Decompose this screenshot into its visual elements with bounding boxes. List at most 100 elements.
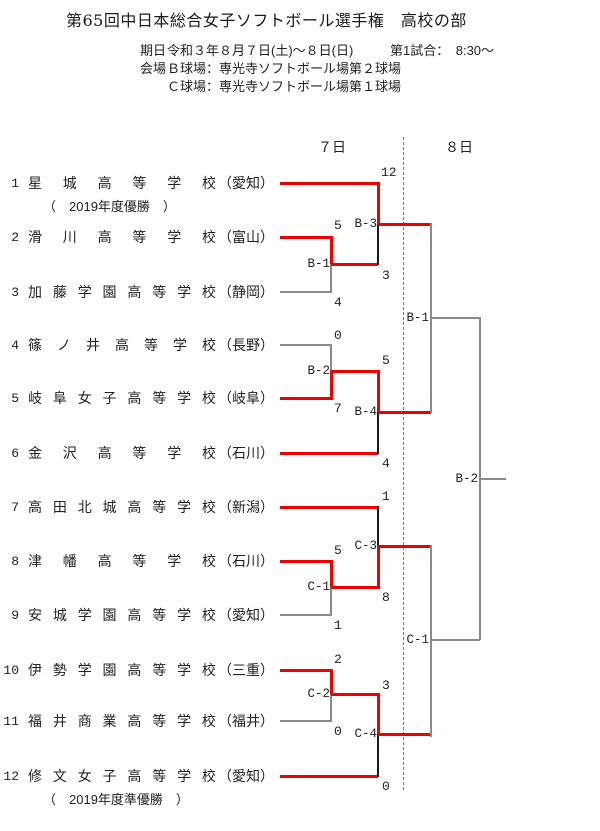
team-seed-number: 1: [11, 175, 19, 191]
line-c3-bottom: [377, 545, 380, 589]
team-name: 金沢高等学校: [28, 445, 216, 461]
line-c3-winner: [378, 545, 431, 548]
day8-label: ８日: [445, 139, 473, 155]
line-team6-entry: [280, 452, 378, 455]
team-row: 7 高田北城高等学校（新潟）: [3, 496, 274, 518]
team-seed-number: 3: [11, 284, 19, 300]
team-note-2019-runnerup: （ 2019年度準優勝 ）: [43, 792, 189, 807]
line-day8-b1-winner: [431, 317, 480, 319]
team-prefecture: （岐阜）: [218, 390, 274, 406]
score-c4-top: 3: [382, 678, 390, 693]
line-c4-bottom: [377, 734, 379, 777]
line-c2-winner: [331, 693, 378, 696]
first-game-time: 第1試合： 8:30～: [390, 43, 495, 58]
venue-b: Ｂ球場：専光寺ソフトボール場第２球場: [167, 61, 402, 76]
team-row: 8 津幡高等学校（石川）: [3, 550, 274, 572]
score-b1-bottom: 4: [334, 295, 342, 310]
match-label-c4: C-4: [354, 727, 377, 741]
score-c1-bottom: 1: [334, 618, 342, 633]
team-name: 高田北城高等学校: [28, 499, 216, 515]
line-team3-entry: [280, 291, 331, 293]
line-team9-entry: [280, 614, 331, 616]
line-b3-bottom: [377, 224, 379, 265]
line-day8-c1-winner: [431, 639, 480, 641]
team-name: 加藤学園高等学校: [28, 284, 216, 300]
tournament-bracket: ７日 ８日 1 星城高等学校（愛知） 2 滑川高等学校（富山） 3 加藤学園高等学校（…: [0, 130, 600, 831]
team-seed-number: 9: [11, 607, 19, 623]
score-b1-top: 5: [334, 218, 342, 233]
team-row: 10 伊勢学園高等学校（三重）: [3, 659, 274, 681]
score-b3-top: 12: [381, 165, 397, 180]
line-team7-entry: [280, 506, 378, 509]
line-c1-winner: [331, 586, 378, 589]
team-prefecture: （三重）: [218, 662, 274, 678]
score-c2-bottom: 0: [334, 724, 342, 739]
line-c4-winner: [378, 733, 431, 736]
team-prefecture: （富山）: [218, 229, 274, 245]
team-seed-number: 8: [11, 553, 19, 569]
score-b2-top: 0: [334, 328, 342, 343]
line-day8-c1-bracket: [430, 545, 432, 737]
match-label-final-b2: B-2: [455, 472, 478, 486]
team-row: 3 加藤学園高等学校（静岡）: [3, 281, 274, 303]
line-b3-top: [377, 182, 380, 226]
team-note-2019-champion: （ 2019年度優勝 ）: [43, 199, 176, 214]
match-label-b1: B-1: [307, 257, 330, 271]
line-c2-top: [330, 669, 333, 696]
date-label: 期日: [140, 43, 167, 58]
match-label-c3: C-3: [354, 539, 377, 553]
line-team1-entry: [280, 182, 378, 185]
team-prefecture: （新潟）: [218, 499, 274, 515]
match-label-b3: B-3: [354, 217, 377, 231]
match-label-b4: B-4: [354, 405, 377, 419]
line-b4-bottom: [377, 412, 379, 454]
team-prefecture: （石川）: [218, 553, 274, 569]
score-b3-bottom: 3: [382, 268, 390, 283]
line-team5-entry: [280, 397, 331, 400]
line-team10-entry: [280, 669, 331, 672]
team-name: 滑川高等学校: [28, 229, 216, 245]
team-seed-number: 7: [11, 499, 19, 515]
line-b2-top: [330, 344, 332, 372]
line-c3-top: [377, 506, 379, 547]
line-b3-winner: [378, 223, 431, 226]
team-name: 岐阜女子高等学校: [28, 390, 216, 406]
line-b4-winner: [378, 411, 431, 414]
line-b1-top: [330, 236, 333, 266]
score-b4-bottom: 4: [382, 456, 390, 471]
day7-label: ７日: [318, 139, 346, 155]
score-b4-top: 5: [382, 353, 390, 368]
line-b4-top: [377, 370, 380, 414]
team-name: 安城学園高等学校: [28, 607, 216, 623]
line-c4-top: [377, 693, 380, 736]
team-name: 福井商業高等学校: [28, 713, 216, 729]
team-name: 星城高等学校: [28, 175, 216, 191]
team-row: 12 修文女子高等学校（愛知）: [3, 765, 274, 787]
team-prefecture: （愛知）: [218, 768, 274, 784]
team-name: 篠ノ井高等学校: [28, 337, 216, 353]
line-b1-bottom: [330, 264, 332, 293]
team-name: 津幡高等学校: [28, 553, 216, 569]
line-c2-bottom: [330, 694, 332, 722]
team-prefecture: （静岡）: [218, 284, 274, 300]
score-c4-bottom: 0: [382, 779, 390, 794]
team-prefecture: （愛知）: [218, 607, 274, 623]
team-prefecture: （愛知）: [218, 175, 274, 191]
score-c3-top: 1: [382, 489, 390, 504]
score-c3-bottom: 8: [382, 590, 390, 605]
team-seed-number: 6: [11, 445, 19, 461]
team-row: 4 篠ノ井高等学校（長野）: [3, 334, 274, 356]
team-row: 2 滑川高等学校（富山）: [3, 226, 274, 248]
venue-label: 会場: [140, 61, 167, 76]
line-b1-winner: [331, 263, 378, 266]
team-seed-number: 12: [3, 768, 19, 784]
line-team12-entry: [280, 775, 378, 778]
team-seed-number: 2: [11, 229, 19, 245]
line-team4-entry: [280, 344, 331, 346]
score-c2-top: 2: [334, 652, 342, 667]
match-label-b2: B-2: [307, 364, 330, 378]
line-team8-entry: [280, 560, 331, 563]
team-prefecture: （石川）: [218, 445, 274, 461]
team-name: 伊勢学園高等学校: [28, 662, 216, 678]
